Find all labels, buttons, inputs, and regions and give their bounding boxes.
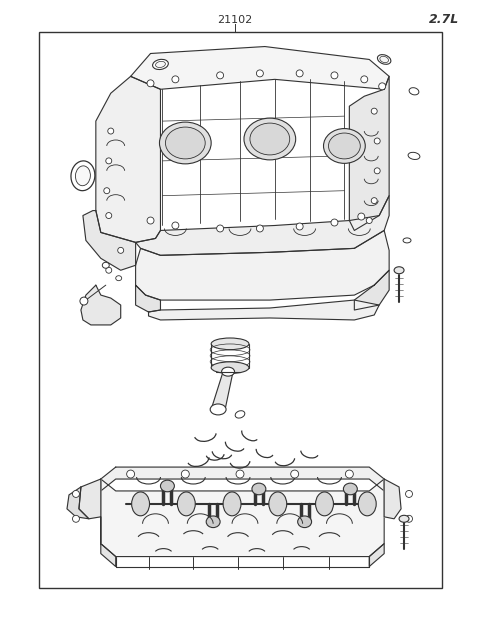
Ellipse shape (244, 118, 296, 160)
Circle shape (371, 198, 377, 203)
Polygon shape (101, 544, 116, 567)
Ellipse shape (206, 516, 220, 527)
Circle shape (72, 491, 79, 498)
Ellipse shape (252, 483, 266, 494)
Polygon shape (369, 544, 384, 567)
Circle shape (291, 470, 299, 478)
Circle shape (104, 188, 110, 193)
Polygon shape (67, 487, 89, 519)
Circle shape (181, 470, 189, 478)
Polygon shape (101, 479, 384, 557)
Circle shape (379, 83, 385, 90)
Polygon shape (131, 47, 389, 90)
Ellipse shape (211, 362, 249, 373)
Circle shape (296, 70, 303, 77)
Circle shape (366, 218, 372, 223)
Ellipse shape (269, 492, 287, 516)
Circle shape (216, 225, 224, 232)
Ellipse shape (377, 55, 391, 64)
Polygon shape (79, 479, 101, 544)
Circle shape (147, 80, 154, 87)
Bar (39, 32, 442, 588)
Polygon shape (101, 467, 384, 491)
Circle shape (331, 72, 338, 79)
Polygon shape (83, 211, 136, 270)
Circle shape (172, 222, 179, 229)
Ellipse shape (358, 492, 376, 516)
Ellipse shape (298, 516, 312, 527)
Circle shape (406, 515, 412, 522)
Ellipse shape (409, 88, 419, 95)
Ellipse shape (160, 480, 174, 492)
Ellipse shape (324, 129, 365, 164)
Circle shape (374, 168, 380, 174)
Ellipse shape (403, 238, 411, 243)
Circle shape (106, 213, 112, 218)
Ellipse shape (102, 262, 109, 268)
Circle shape (127, 470, 134, 478)
Circle shape (358, 213, 365, 220)
Circle shape (118, 248, 124, 253)
Circle shape (361, 76, 368, 83)
Ellipse shape (328, 133, 360, 159)
Ellipse shape (235, 411, 245, 418)
Ellipse shape (394, 267, 404, 274)
Polygon shape (81, 285, 120, 325)
Ellipse shape (211, 338, 249, 350)
Polygon shape (384, 479, 401, 519)
Circle shape (80, 297, 88, 305)
Ellipse shape (159, 122, 211, 164)
Circle shape (371, 108, 377, 114)
Circle shape (406, 491, 412, 498)
Text: 2.7L: 2.7L (429, 13, 459, 26)
Circle shape (236, 470, 244, 478)
Ellipse shape (315, 492, 334, 516)
Ellipse shape (222, 367, 235, 376)
Circle shape (108, 128, 114, 134)
Circle shape (296, 223, 303, 230)
Ellipse shape (223, 492, 241, 516)
Ellipse shape (132, 492, 150, 516)
Polygon shape (136, 285, 160, 312)
Ellipse shape (250, 123, 290, 155)
Ellipse shape (178, 492, 195, 516)
Polygon shape (211, 372, 233, 409)
Ellipse shape (408, 152, 420, 159)
Text: 21102: 21102 (217, 15, 252, 25)
Polygon shape (349, 77, 389, 231)
Ellipse shape (166, 127, 205, 159)
Circle shape (106, 267, 112, 273)
Circle shape (346, 470, 353, 478)
Polygon shape (354, 270, 389, 310)
Circle shape (331, 219, 338, 226)
Ellipse shape (75, 166, 90, 186)
Circle shape (216, 72, 224, 79)
Circle shape (256, 70, 264, 77)
Ellipse shape (399, 515, 409, 522)
Polygon shape (136, 231, 389, 300)
Ellipse shape (343, 483, 357, 494)
Ellipse shape (380, 56, 388, 63)
Circle shape (256, 225, 264, 232)
Circle shape (106, 158, 112, 164)
Ellipse shape (153, 59, 168, 70)
Ellipse shape (156, 62, 166, 68)
Circle shape (374, 138, 380, 144)
Polygon shape (96, 77, 160, 243)
Polygon shape (148, 300, 379, 320)
Ellipse shape (210, 404, 226, 415)
Ellipse shape (116, 276, 122, 281)
Circle shape (147, 217, 154, 224)
Ellipse shape (71, 161, 95, 191)
Polygon shape (136, 196, 389, 255)
Circle shape (72, 515, 79, 522)
Circle shape (172, 76, 179, 83)
